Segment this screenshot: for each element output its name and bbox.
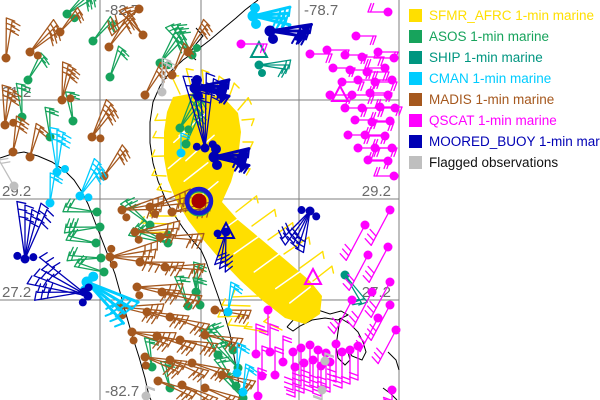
- legend-label: Flagged observations: [429, 155, 559, 170]
- barb-cluster-flag: [0, 57, 335, 400]
- legend-label: ASOS 1-min marine: [429, 29, 550, 44]
- legend-label: MOORED_BUOY 1-min marine: [429, 134, 600, 149]
- flag-swatch: [409, 156, 422, 169]
- legend-label: MADIS 1-min marine: [429, 92, 555, 107]
- legend-label: CMAN 1-min marine: [429, 71, 552, 86]
- sfmr-swatch: [409, 9, 422, 22]
- legend: SFMR_AFRC 1-min marine ASOS 1-min marine S…: [407, 3, 600, 175]
- legend-item-ship: SHIP 1-min marine: [409, 47, 600, 68]
- legend-item-cman: CMAN 1-min marine: [409, 68, 600, 89]
- asos-swatch: [409, 30, 422, 43]
- barb-cluster-buoy: [13, 22, 321, 307]
- grid-label: 27.2: [2, 284, 31, 301]
- cman-swatch: [409, 72, 422, 85]
- grid-label: 29.2: [362, 183, 391, 200]
- legend-item-buoy: MOORED_BUOY 1-min marine: [409, 131, 600, 152]
- legend-item-sfmr: SFMR_AFRC 1-min marine: [409, 5, 600, 26]
- legend-label: SFMR_AFRC 1-min marine: [429, 8, 595, 23]
- legend-item-flag: Flagged observations: [409, 152, 600, 173]
- barb-cluster-cman: [45, 3, 292, 397]
- legend-label: SHIP 1-min marine: [429, 50, 543, 65]
- legend-item-asos: ASOS 1-min marine: [409, 26, 600, 47]
- grid-label: -82.7: [105, 383, 139, 400]
- legend-label: QSCAT 1-min marine: [429, 113, 557, 128]
- buoy-swatch: [409, 135, 422, 148]
- storm-marker: [184, 186, 214, 217]
- ship-swatch: [409, 51, 422, 64]
- grid-label: 29.2: [2, 183, 31, 200]
- madis-swatch: [409, 93, 422, 106]
- qscat-swatch: [409, 114, 422, 127]
- legend-item-madis: MADIS 1-min marine: [409, 89, 600, 110]
- legend-item-qscat: QSCAT 1-min marine: [409, 110, 600, 131]
- barb-cluster-madis: [0, 4, 257, 400]
- grid-label: -78.7: [304, 2, 338, 19]
